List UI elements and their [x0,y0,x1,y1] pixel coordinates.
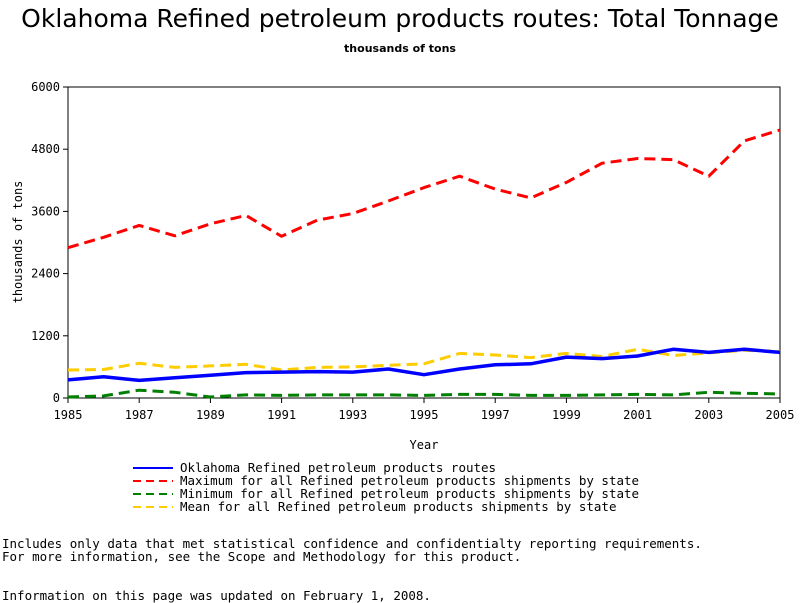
x-tick-label: 2003 [694,408,723,422]
series-line-0 [67,347,781,383]
footnote-methodology: For more information, see the Scope and … [2,549,522,564]
x-tick-label: 2005 [766,408,795,422]
y-tick-label: 6000 [31,80,60,94]
x-tick-label: 1989 [196,408,225,422]
legend: Oklahoma Refined petroleum products rout… [133,460,639,514]
y-tick-label: 0 [53,391,60,405]
y-axis-label: thousands of tons [11,181,25,304]
legend-label-0: Oklahoma Refined petroleum products rout… [180,460,496,475]
x-tick-label: 2001 [623,408,652,422]
footnote-updated: Information on this page was updated on … [2,588,431,603]
x-tick-label: 1985 [54,408,83,422]
chart-subtitle: thousands of tons [344,42,456,55]
plot-frame [67,86,781,399]
chart-area: 0 1200 2400 3600 4800 6000 1985 1987 1989 1991 19… [11,80,795,514]
series-line-2 [67,388,781,399]
y-tick-label: 2400 [31,267,60,281]
x-tick-label: 1999 [552,408,581,422]
x-tick-label: 1993 [338,408,367,422]
x-tick-label: 1995 [410,408,439,422]
x-tick-label: 1997 [481,408,510,422]
series-line-3 [67,347,781,372]
x-tick-label: 1991 [267,408,296,422]
y-tick-label: 4800 [31,142,60,156]
y-tick-label: 3600 [31,204,60,218]
y-tick-label: 1200 [31,329,60,343]
legend-label-2: Minimum for all Refined petroleum produc… [180,486,639,501]
footnote-confidence: Includes only data that met statistical … [2,536,702,551]
legend-label-1: Maximum for all Refined petroleum produc… [180,473,639,488]
x-tick-label: 1987 [125,408,154,422]
legend-label-3: Mean for all Refined petroleum products … [180,499,617,514]
chart-title: Oklahoma Refined petroleum products rout… [21,4,779,33]
x-axis-label: Year [410,438,439,452]
series-line-1 [67,128,781,250]
